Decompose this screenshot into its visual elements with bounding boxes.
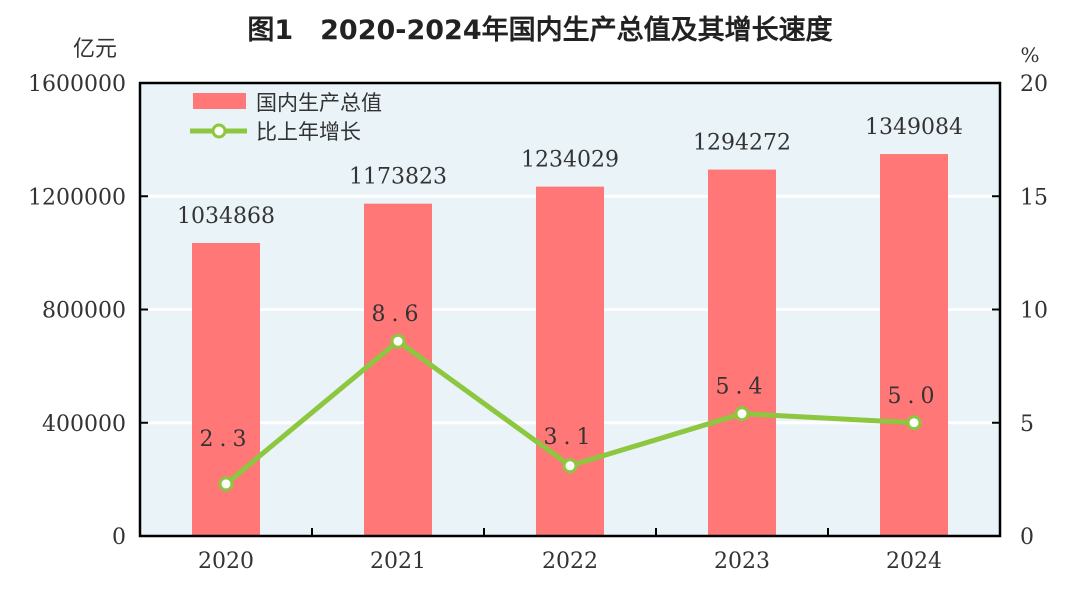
growth-point-2020 bbox=[218, 476, 234, 492]
right-tick-label: 10 bbox=[1020, 299, 1048, 324]
bar-label: 1294272 bbox=[693, 131, 791, 156]
x-tick-label: 2023 bbox=[714, 549, 770, 574]
left-tick-label: 0 bbox=[112, 525, 126, 550]
bar-label: 1034868 bbox=[177, 204, 275, 229]
x-tick-label: 2022 bbox=[542, 549, 598, 574]
legend-bar-swatch bbox=[193, 93, 246, 109]
bar-2020 bbox=[192, 243, 260, 536]
growth-point-2024 bbox=[906, 415, 922, 431]
bar-2024 bbox=[880, 154, 948, 536]
x-tick-label: 2021 bbox=[370, 549, 426, 574]
right-tick-label: 15 bbox=[1020, 185, 1048, 210]
growth-point-2023 bbox=[734, 406, 750, 422]
left-tick-label: 1200000 bbox=[28, 185, 126, 210]
left-tick-label: 400000 bbox=[42, 412, 126, 437]
bar-label: 1349084 bbox=[865, 115, 963, 140]
bar-2022 bbox=[536, 186, 604, 536]
chart-title: 图1 2020-2024年国内生产总值及其增长速度 bbox=[247, 15, 833, 46]
right-axis-unit: % bbox=[1020, 43, 1039, 67]
growth-label: 2.3 bbox=[200, 427, 253, 452]
plot-frame bbox=[138, 81, 1002, 538]
bar-label: 1173823 bbox=[349, 165, 447, 190]
bar-label: 1234029 bbox=[521, 148, 619, 173]
right-tick-label: 20 bbox=[1020, 72, 1048, 97]
x-tick-label: 2020 bbox=[198, 549, 254, 574]
x-tick-label: 2024 bbox=[886, 549, 942, 574]
bar-2021 bbox=[364, 203, 432, 536]
growth-label: 5.0 bbox=[888, 384, 941, 409]
right-tick-label: 5 bbox=[1020, 412, 1034, 437]
growth-point-2021 bbox=[390, 333, 406, 349]
left-tick-label: 1600000 bbox=[28, 72, 126, 97]
left-tick-label: 800000 bbox=[42, 299, 126, 324]
legend-line-marker bbox=[211, 123, 227, 139]
growth-label: 5.4 bbox=[716, 375, 769, 400]
right-tick-label: 0 bbox=[1020, 525, 1034, 550]
bar-2023 bbox=[708, 169, 776, 536]
left-axis-unit: 亿元 bbox=[73, 37, 117, 62]
legend-label-gdp: 国内生产总值 bbox=[256, 91, 382, 115]
growth-label: 3.1 bbox=[544, 425, 597, 450]
growth-point-2022 bbox=[562, 458, 578, 474]
growth-label: 8.6 bbox=[372, 302, 425, 327]
legend-label-growth: 比上年增长 bbox=[256, 120, 361, 144]
